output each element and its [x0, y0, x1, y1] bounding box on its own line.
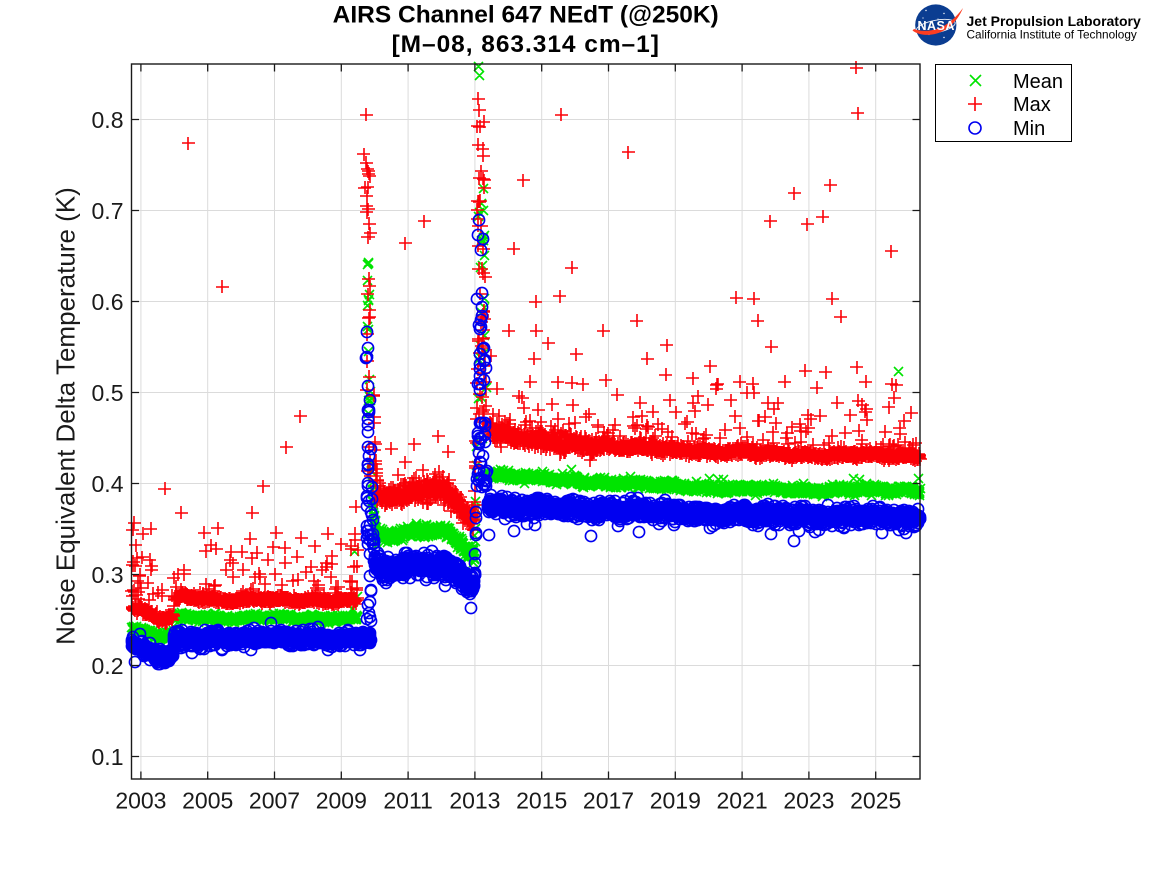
- svg-text:0.7: 0.7: [92, 198, 124, 224]
- svg-text:0.3: 0.3: [92, 562, 124, 588]
- svg-text:2003: 2003: [115, 788, 166, 814]
- svg-text:0.6: 0.6: [92, 289, 124, 315]
- svg-text:[M–08, 863.314 cm–1]: [M–08, 863.314 cm–1]: [392, 31, 660, 58]
- svg-text:2013: 2013: [449, 788, 500, 814]
- svg-text:2023: 2023: [783, 788, 834, 814]
- svg-text:Mean: Mean: [1013, 71, 1063, 93]
- svg-text:0.4: 0.4: [92, 471, 124, 497]
- svg-text:0.1: 0.1: [92, 744, 124, 770]
- svg-text:Noise Equivalent Delta Tempera: Noise Equivalent Delta Temperature (K): [51, 187, 81, 645]
- svg-text:2005: 2005: [182, 788, 233, 814]
- svg-text:0.2: 0.2: [92, 653, 124, 679]
- svg-text:Min: Min: [1013, 118, 1045, 140]
- svg-text:2017: 2017: [583, 788, 634, 814]
- svg-text:2025: 2025: [850, 788, 901, 814]
- svg-text:Jet Propulsion Laboratory: Jet Propulsion Laboratory: [967, 13, 1141, 29]
- svg-text:2021: 2021: [717, 788, 768, 814]
- svg-text:California Institute of Techno: California Institute of Technology: [967, 27, 1137, 41]
- svg-text:2009: 2009: [316, 788, 367, 814]
- svg-text:2007: 2007: [249, 788, 300, 814]
- svg-text:0.8: 0.8: [92, 107, 124, 133]
- svg-text:Max: Max: [1013, 94, 1051, 116]
- svg-text:NASA: NASA: [917, 19, 954, 33]
- svg-text:0.5: 0.5: [92, 380, 124, 406]
- svg-text:2019: 2019: [650, 788, 701, 814]
- svg-text:2015: 2015: [516, 788, 567, 814]
- svg-text:AIRS Channel 647 NEdT (@250K): AIRS Channel 647 NEdT (@250K): [333, 2, 719, 29]
- svg-text:2011: 2011: [383, 788, 432, 814]
